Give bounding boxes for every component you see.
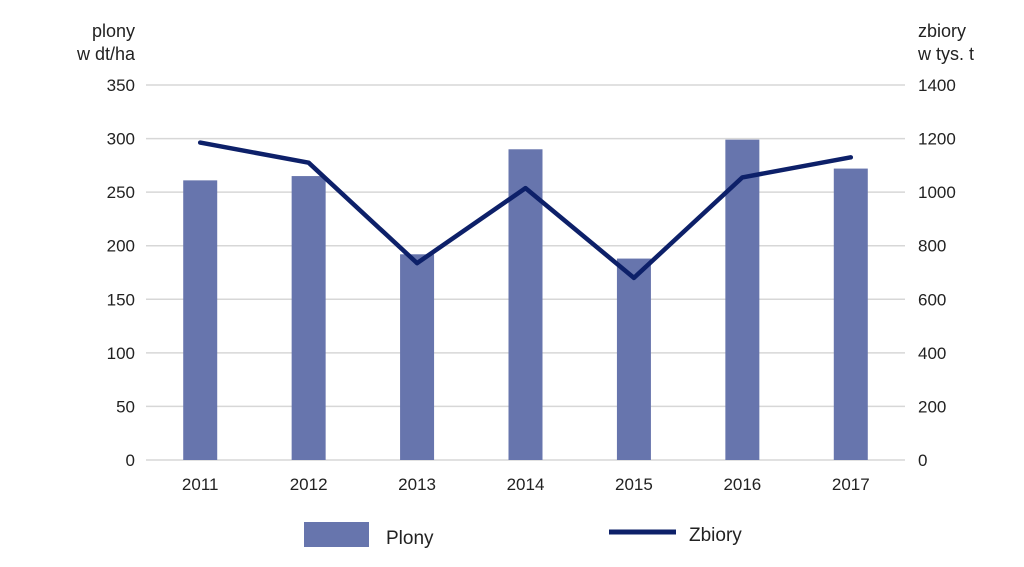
x-tick-label: 2011 [182,475,219,494]
bar-plony-2015 [616,258,651,460]
right-axis-ticks: 0 200 400 600 800 1000 1200 1400 [918,76,956,470]
bar-plony-2017 [833,168,868,461]
bar-plony-2016 [725,139,760,460]
legend-label-plony: Plony [386,528,434,549]
right-tick-label: 1400 [918,76,956,95]
bar-plony-2013 [400,254,435,460]
left-axis-title-line1: plony [92,21,135,41]
line-series-zbiory [197,140,854,281]
legend-label-zbiory: Zbiory [689,525,742,546]
x-tick-label: 2017 [832,475,870,494]
point-zbiory-2013 [415,261,420,266]
right-tick-label: 800 [918,237,946,256]
left-tick-label: 250 [107,183,135,202]
x-tick-label: 2012 [290,475,328,494]
left-tick-label: 150 [107,290,135,309]
point-zbiory-2016 [740,175,745,180]
x-axis-ticks: 2011 2012 2013 2014 2015 2016 2017 [182,475,870,494]
legend: Plony Zbiory [304,522,742,549]
left-axis-ticks: 0 50 100 150 200 250 300 350 [107,76,135,470]
left-tick-label: 350 [107,76,135,95]
x-tick-label: 2016 [723,475,761,494]
point-zbiory-2011 [198,140,203,145]
right-tick-label: 0 [918,451,927,470]
bar-plony-2014 [508,149,543,461]
x-tick-label: 2014 [507,475,545,494]
left-tick-label: 50 [116,397,135,416]
right-axis-title-line2: w tys. t [917,44,974,64]
x-tick-label: 2013 [398,475,436,494]
bar-plony-2012 [291,176,326,461]
right-tick-label: 600 [918,290,946,309]
left-tick-label: 300 [107,130,135,149]
left-axis-title-line2: w dt/ha [76,44,136,64]
point-zbiory-2014 [523,186,528,191]
right-tick-label: 400 [918,344,946,363]
right-tick-label: 1000 [918,183,956,202]
point-zbiory-2017 [848,155,853,160]
point-zbiory-2015 [631,275,636,280]
right-axis-title-line1: zbiory [918,21,966,41]
point-zbiory-2012 [306,160,311,165]
left-tick-label: 200 [107,237,135,256]
bar-plony-2011 [183,180,218,460]
legend-swatch-plony [304,522,369,547]
left-tick-label: 100 [107,344,135,363]
bar-series-plony [183,139,868,461]
right-tick-label: 200 [918,397,946,416]
x-tick-label: 2015 [615,475,653,494]
right-tick-label: 1200 [918,130,956,149]
left-tick-label: 0 [126,451,135,470]
